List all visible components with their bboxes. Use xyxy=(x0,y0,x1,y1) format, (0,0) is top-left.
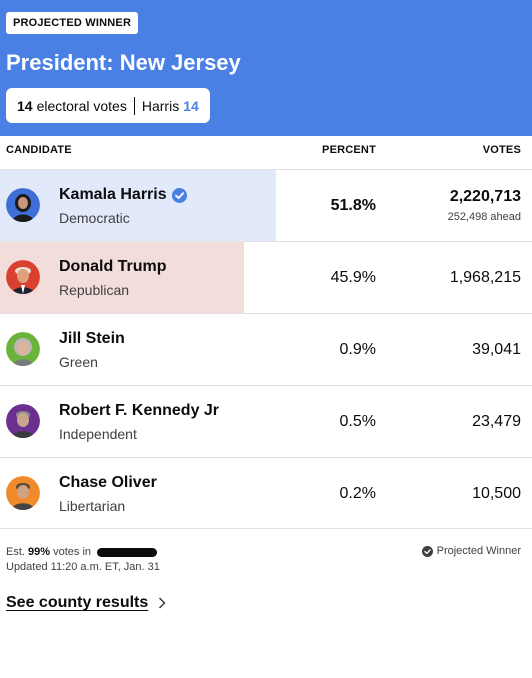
candidate-party: Green xyxy=(59,354,98,370)
table-row: Kamala Harris Democratic 51.8% 2,220,713… xyxy=(0,169,532,241)
electoral-votes-label: electoral votes xyxy=(36,97,127,114)
votes-ahead: 252,498 ahead xyxy=(447,211,521,223)
table-row: Donald Trump Republican 45.9% 1,968,215 xyxy=(0,241,532,313)
avatar xyxy=(6,188,40,222)
candidate-percent: 0.9% xyxy=(339,341,376,358)
race-title: President: New Jersey xyxy=(6,50,241,75)
estimated-votes-line: Est. 99% votes in xyxy=(6,545,160,560)
redacted-text xyxy=(97,547,158,557)
electoral-votes-count: 14 xyxy=(17,97,33,114)
avatar xyxy=(6,332,40,366)
candidate-name: Donald Trump xyxy=(59,258,167,275)
check-circle-icon xyxy=(421,545,433,557)
projected-winner-legend: Projected Winner xyxy=(421,545,521,557)
vote-share-bar xyxy=(0,170,276,241)
column-header-candidate: CANDIDATE xyxy=(6,144,72,156)
column-header-votes: VOTES xyxy=(482,144,521,156)
candidate-party: Republican xyxy=(59,282,130,298)
candidate-party: Libertarian xyxy=(59,498,126,514)
chevron-right-icon xyxy=(159,597,166,609)
see-county-results-link[interactable]: See county results xyxy=(6,594,166,612)
candidate-percent: 45.9% xyxy=(330,269,376,286)
candidate-percent: 51.8% xyxy=(330,197,376,214)
candidate-name: Kamala Harris xyxy=(59,186,187,204)
avatar xyxy=(6,260,40,294)
reporting-status: Est. 99% votes in Updated 11:20 a.m. ET,… xyxy=(6,545,160,575)
candidate-percent: 0.5% xyxy=(339,413,376,430)
race-header: PROJECTED WINNER President: New Jersey 1… xyxy=(0,0,532,136)
candidate-party: Democratic xyxy=(59,210,130,226)
avatar xyxy=(6,404,40,438)
candidate-party: Independent xyxy=(59,426,137,442)
table-row: Robert F. Kennedy Jr Independent 0.5% 23… xyxy=(0,385,532,457)
estimated-percent: 99% xyxy=(28,546,51,558)
verified-check-icon xyxy=(171,187,187,203)
table-row: Chase Oliver Libertarian 0.2% 10,500 xyxy=(0,457,532,529)
updated-timestamp: Updated 11:20 a.m. ET, Jan. 31 xyxy=(6,561,160,573)
candidate-votes: 39,041 xyxy=(472,341,521,358)
table-row: Jill Stein Green 0.9% 39,041 xyxy=(0,313,532,385)
candidate-name: Robert F. Kennedy Jr xyxy=(59,402,220,419)
vote-share-bar xyxy=(0,242,245,313)
results-table: Kamala Harris Democratic 51.8% 2,220,713… xyxy=(0,169,532,529)
candidate-percent: 0.2% xyxy=(339,485,376,502)
candidate-votes: 23,479 xyxy=(472,413,521,430)
projected-winner-badge: PROJECTED WINNER xyxy=(6,12,139,34)
candidate-name: Chase Oliver xyxy=(59,474,157,491)
candidate-name: Jill Stein xyxy=(59,330,125,347)
winner-name: Harris xyxy=(141,97,180,114)
candidate-votes: 2,220,713 xyxy=(449,188,521,205)
winner-electoral-votes: 14 xyxy=(183,97,199,114)
column-header-percent: PERCENT xyxy=(322,144,376,156)
pill-divider xyxy=(133,96,135,115)
electoral-votes-pill: 14 electoral votes Harris 14 xyxy=(6,88,210,123)
avatar xyxy=(6,476,40,510)
candidate-votes: 1,968,215 xyxy=(449,269,521,286)
candidate-votes: 10,500 xyxy=(472,485,521,502)
